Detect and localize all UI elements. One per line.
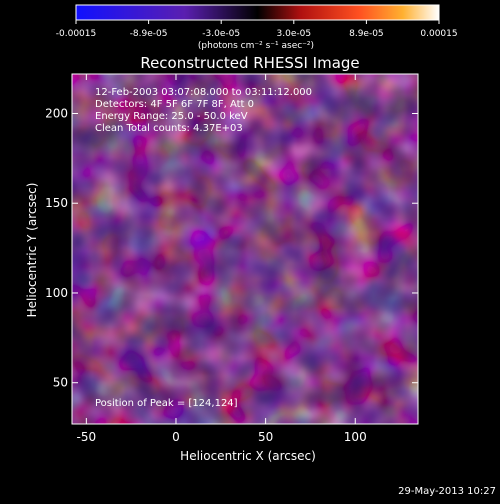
colorbar — [75, 4, 440, 21]
y-tick-label: 150 — [45, 196, 68, 210]
annotation-energy: Energy Range: 25.0 - 50.0 keV — [95, 111, 248, 122]
colorbar-tick-label: -3.0e-05 — [202, 29, 240, 39]
plot-frame — [71, 73, 419, 425]
annotation-time: 12-Feb-2003 03:07:08.000 to 03:11:12.000 — [95, 87, 312, 98]
annotations: 12-Feb-2003 03:07:08.000 to 03:11:12.000… — [95, 87, 312, 409]
y-tick-label: 50 — [53, 376, 68, 390]
colorbar-tick-label: 8.9e-05 — [349, 29, 384, 39]
y-tick-label: 100 — [45, 286, 68, 300]
chart-title: Reconstructed RHESSI Image — [140, 54, 359, 72]
x-axis-ticks: -50 0 50 100 — [77, 74, 367, 444]
colorbar-tick-label: 0.00015 — [420, 29, 457, 39]
x-tick-label: 100 — [344, 430, 367, 444]
colorbar-units: (photons cm⁻² s⁻¹ asec⁻²) — [198, 41, 314, 51]
colorbar-ticks: -0.00015 -8.9e-05 -3.0e-05 3.0e-05 8.9e-05 0.… — [56, 20, 458, 39]
timestamp: 29-May-2013 10:27 — [398, 486, 496, 497]
y-axis-ticks: 50 100 150 200 — [45, 106, 418, 390]
colorbar-tick-label: 3.0e-05 — [277, 29, 312, 39]
heatmap-image — [72, 74, 418, 424]
annotation-counts: Clean Total counts: 4.37E+03 — [95, 123, 243, 134]
x-tick-label: -50 — [77, 430, 97, 444]
colorbar-tick-label: -8.9e-05 — [130, 29, 168, 39]
annotation-detectors: Detectors: 4F 5F 6F 7F 8F, Att 0 — [95, 99, 254, 110]
x-axis-label: Heliocentric X (arcsec) — [180, 449, 316, 463]
y-tick-label: 200 — [45, 106, 68, 120]
annotation-peak: Position of Peak = [124,124] — [95, 398, 238, 409]
colorbar-tick-label: -0.00015 — [56, 29, 96, 39]
y-axis-label: Heliocentric Y (arcsec) — [25, 183, 39, 318]
x-tick-label: 50 — [258, 430, 273, 444]
x-tick-label: 0 — [172, 430, 180, 444]
